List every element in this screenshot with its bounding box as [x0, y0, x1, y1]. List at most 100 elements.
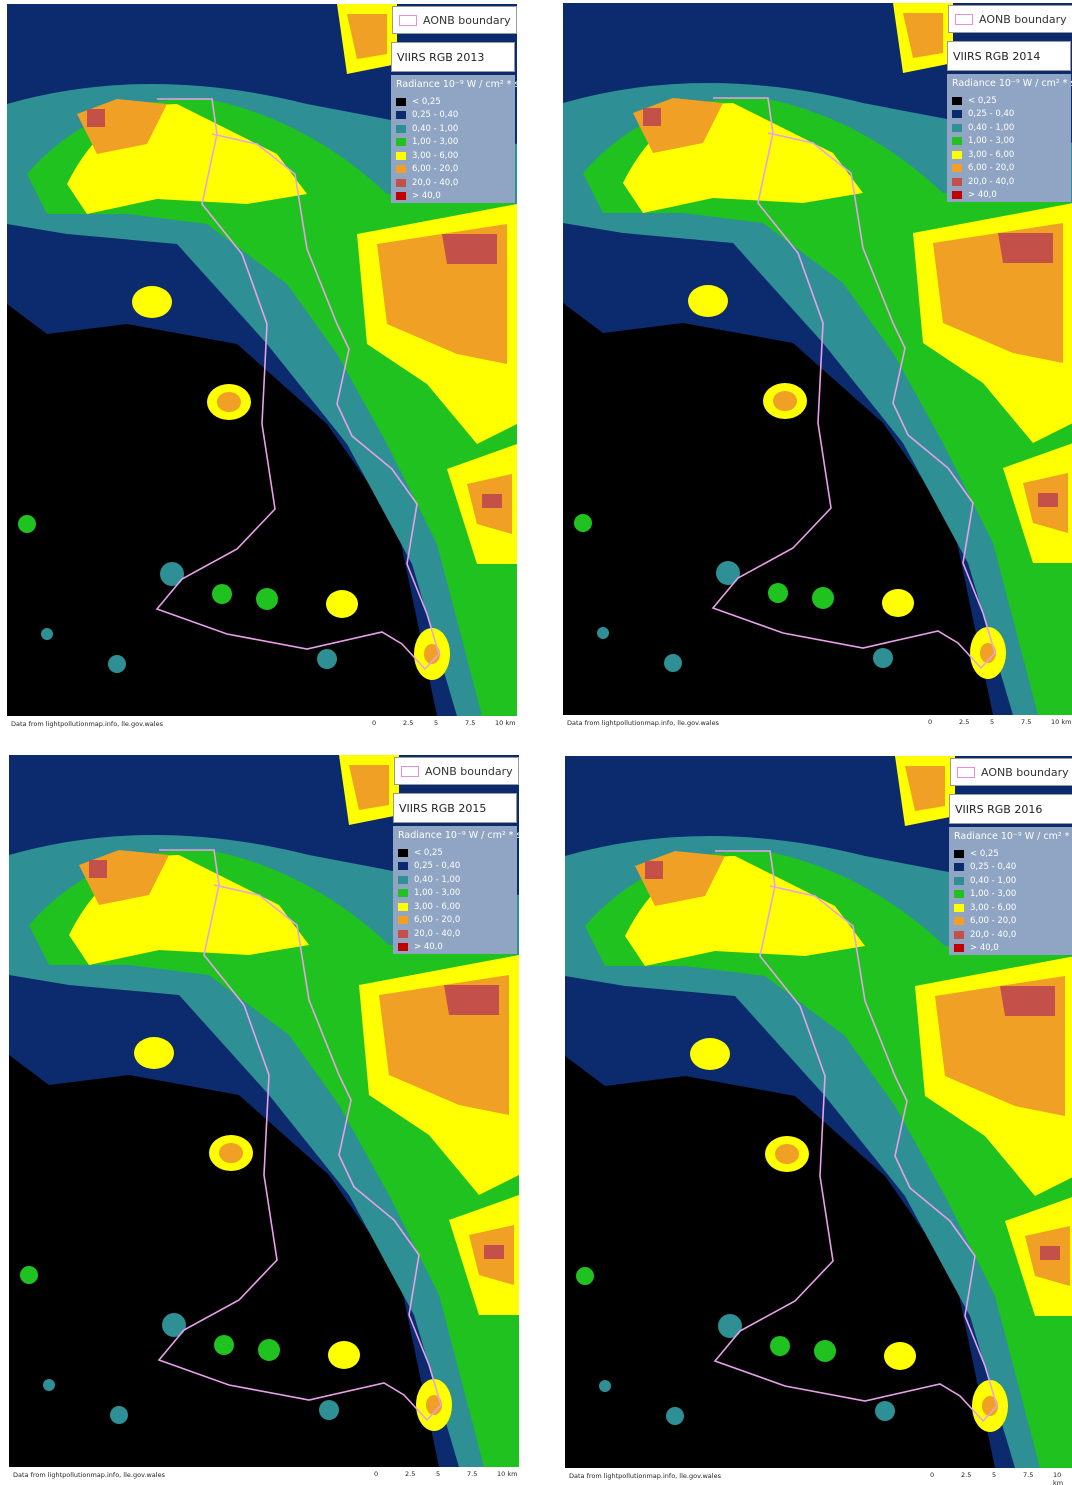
legend-label: 20,0 - 40,0: [970, 930, 1016, 940]
legend-label: 20,0 - 40,0: [414, 929, 460, 939]
legend-swatch: [954, 877, 964, 885]
page: AONB boundaryVIIRS RGB 2013Radiance 10⁻⁹…: [0, 0, 1072, 1485]
legend-row: 20,0 - 40,0: [396, 176, 515, 190]
scale-label: 5: [434, 719, 438, 727]
legend-row: 3,00 - 6,00: [952, 148, 1071, 162]
legend-swatch: [954, 890, 964, 898]
map-title: VIIRS RGB 2016: [949, 794, 1072, 824]
legend-swatch: [396, 165, 406, 173]
scale-label: 10 km: [1053, 1471, 1072, 1485]
legend-row: 20,0 - 40,0: [398, 927, 517, 941]
map-title: VIIRS RGB 2015: [393, 793, 517, 823]
scale-label: 2.5: [959, 718, 969, 726]
legend-swatch: [954, 944, 964, 952]
scale-label: 10 km: [497, 1470, 517, 1478]
legend-row: 0,25 - 0,40: [396, 109, 515, 123]
legend-label: 1,00 - 3,00: [414, 888, 460, 898]
scale-label: 0: [372, 719, 376, 727]
legend-row: > 40,0: [398, 941, 517, 955]
legend-label: 0,25 - 0,40: [970, 862, 1016, 872]
legend-row: < 0,25: [396, 95, 515, 109]
scale-label: 7.5: [1023, 1471, 1033, 1479]
scale-label: 10 km: [495, 719, 515, 727]
legend-label: 6,00 - 20,0: [414, 915, 460, 925]
legend-row: 20,0 - 40,0: [952, 175, 1071, 189]
legend-label: < 0,25: [412, 97, 441, 107]
scale-label: 10 km: [1051, 718, 1071, 726]
legend-swatch: [396, 111, 406, 119]
legend-row: 0,25 - 0,40: [954, 861, 1072, 875]
source-note: Data from lightpollutionmap.info, lle.go…: [569, 1472, 721, 1480]
boundary-legend: AONB boundary: [394, 757, 519, 785]
legend-row: 0,25 - 0,40: [952, 108, 1071, 122]
source-note: Data from lightpollutionmap.info, lle.go…: [11, 720, 163, 728]
legend-label: 0,25 - 0,40: [968, 109, 1014, 119]
legend-label: < 0,25: [414, 848, 443, 858]
legend-title: Radiance 10⁻⁹ W / cm² * sr: [396, 79, 515, 90]
legend-label: 0,25 - 0,40: [414, 861, 460, 871]
legend-label: 0,40 - 1,00: [414, 875, 460, 885]
legend-row: 6,00 - 20,0: [396, 163, 515, 177]
legend-swatch: [952, 191, 962, 199]
radiance-legend: Radiance 10⁻⁹ W / cm² * sr < 0,25 0,25 - 0…: [391, 75, 515, 203]
legend-swatch: [954, 863, 964, 871]
legend-swatch: [396, 138, 406, 146]
legend-label: 1,00 - 3,00: [412, 137, 458, 147]
legend-label: 6,00 - 20,0: [412, 164, 458, 174]
legend-swatch: [952, 97, 962, 105]
legend-row: 0,40 - 1,00: [398, 873, 517, 887]
legend-label: 20,0 - 40,0: [412, 178, 458, 188]
legend-label: > 40,0: [414, 942, 443, 952]
legend-swatch: [396, 179, 406, 187]
legend-label: 3,00 - 6,00: [968, 150, 1014, 160]
legend-swatch: [952, 178, 962, 186]
legend-row: < 0,25: [954, 847, 1072, 861]
scale-label: 5: [992, 1471, 996, 1479]
legend-row: 3,00 - 6,00: [954, 901, 1072, 915]
legend-swatch: [952, 110, 962, 118]
legend-row: 1,00 - 3,00: [398, 887, 517, 901]
scale-label: 2.5: [403, 719, 413, 727]
legend-label: 6,00 - 20,0: [968, 163, 1014, 173]
legend-swatch: [398, 889, 408, 897]
legend-swatch: [398, 916, 408, 924]
legend-label: 1,00 - 3,00: [968, 136, 1014, 146]
legend-label: 0,40 - 1,00: [412, 124, 458, 134]
boundary-legend: AONB boundary: [948, 5, 1072, 33]
boundary-label: AONB boundary: [423, 14, 511, 27]
legend-row: 6,00 - 20,0: [952, 162, 1071, 176]
source-note: Data from lightpollutionmap.info, lle.go…: [567, 719, 719, 727]
legend-swatch: [954, 917, 964, 925]
legend-row: 6,00 - 20,0: [954, 915, 1072, 929]
scale-label: 0: [930, 1471, 934, 1479]
legend-row: 1,00 - 3,00: [952, 135, 1071, 149]
legend-row: > 40,0: [396, 190, 515, 204]
boundary-swatch: [957, 767, 975, 778]
legend-row: 0,25 - 0,40: [398, 860, 517, 874]
legend-label: < 0,25: [970, 849, 999, 859]
scale-label: 0: [374, 1470, 378, 1478]
legend-label: < 0,25: [968, 96, 997, 106]
boundary-legend: AONB boundary: [950, 758, 1072, 786]
legend-swatch: [952, 124, 962, 132]
legend-swatch: [396, 192, 406, 200]
scale-label: 2.5: [405, 1470, 415, 1478]
legend-swatch: [398, 876, 408, 884]
legend-row: < 0,25: [952, 94, 1071, 108]
legend-row: 1,00 - 3,00: [396, 136, 515, 150]
legend-label: 0,25 - 0,40: [412, 110, 458, 120]
legend-swatch: [954, 931, 964, 939]
map-title: VIIRS RGB 2014: [947, 41, 1071, 71]
legend-label: 20,0 - 40,0: [968, 177, 1014, 187]
legend-row: 0,40 - 1,00: [954, 874, 1072, 888]
legend-label: 3,00 - 6,00: [412, 151, 458, 161]
scale-label: 5: [990, 718, 994, 726]
legend-label: 0,40 - 1,00: [970, 876, 1016, 886]
